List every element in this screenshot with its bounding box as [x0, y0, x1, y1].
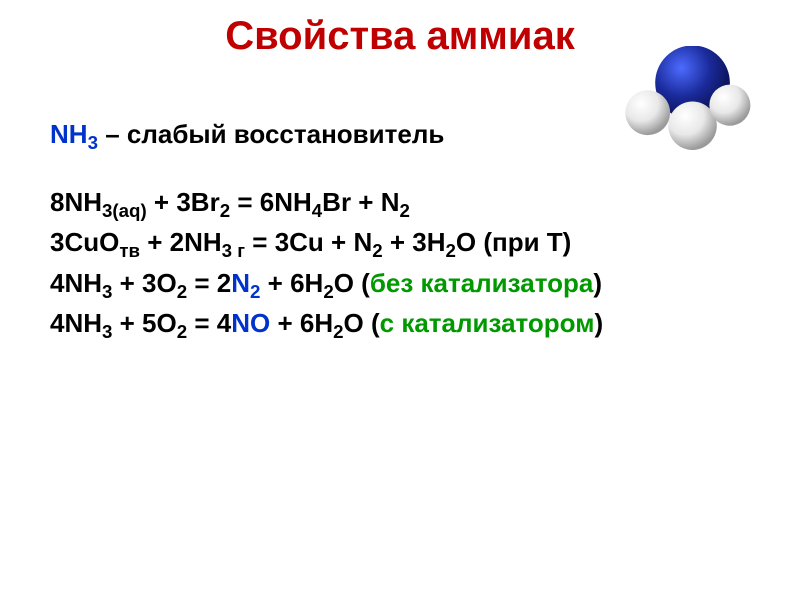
chemical-equation: 4NH3 + 3O2 = 2N2 + 6H2O (без катализатор… [50, 263, 800, 303]
chemical-equation: 4NH3 + 5O2 = 4NO + 6H2O (с катализатором… [50, 303, 800, 343]
chemical-equation: 3CuOтв + 2NH3 г = 3Cu + N2 + 3H2O (при T… [50, 222, 800, 262]
ammonia-molecule-icon [616, 46, 756, 156]
equation-list: 8NH3(aq) + 3Br2 = 6NH4Br + N23CuOтв + 2N… [50, 182, 800, 343]
page-title: Свойства аммиак [225, 14, 575, 59]
chemical-equation: 8NH3(aq) + 3Br2 = 6NH4Br + N2 [50, 182, 800, 222]
